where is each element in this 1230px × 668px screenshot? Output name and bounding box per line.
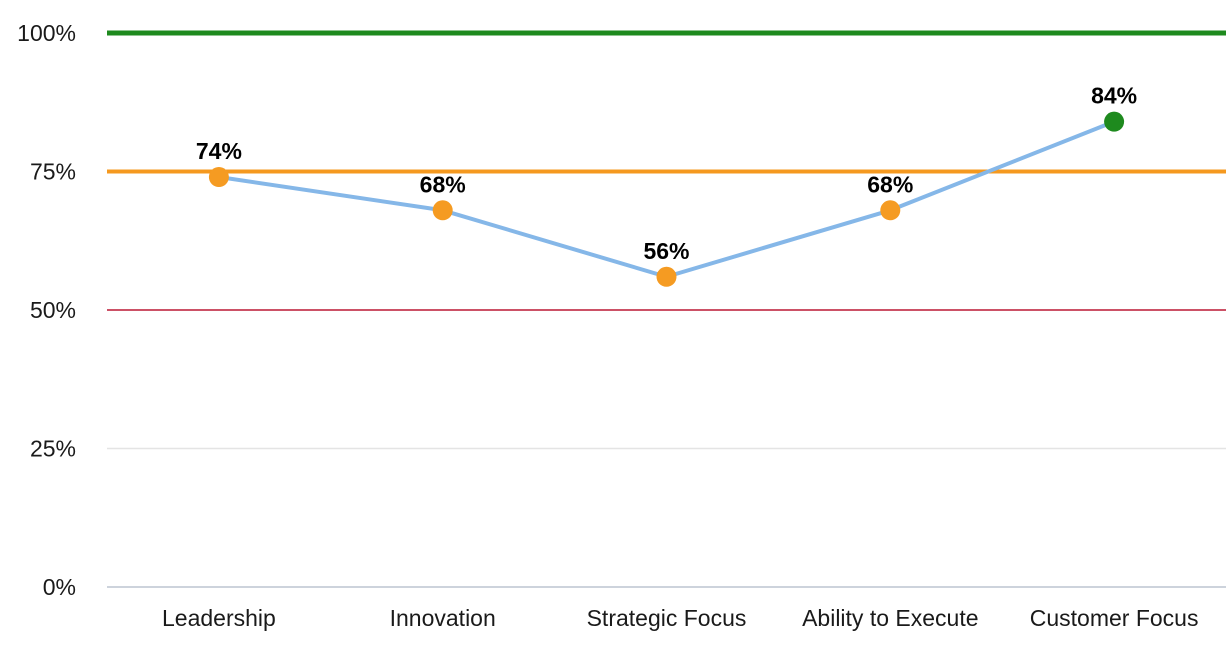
- x-category-label: Strategic Focus: [587, 605, 747, 631]
- x-category-label: Customer Focus: [1030, 605, 1199, 631]
- data-point: [656, 266, 677, 287]
- data-point: [208, 167, 229, 188]
- data-point-label: 84%: [1091, 83, 1137, 109]
- y-tick-label: 75%: [30, 159, 76, 185]
- data-point: [1104, 111, 1125, 132]
- data-point-label: 68%: [420, 171, 466, 197]
- data-point-label: 68%: [867, 171, 913, 197]
- data-point-label: 74%: [196, 138, 242, 164]
- x-category-label: Leadership: [162, 605, 276, 631]
- y-tick-label: 25%: [30, 436, 76, 462]
- x-category-label: Innovation: [390, 605, 496, 631]
- y-tick-label: 100%: [17, 20, 76, 46]
- data-point-label: 56%: [643, 238, 689, 264]
- data-point: [880, 200, 901, 221]
- y-tick-label: 0%: [43, 574, 76, 600]
- data-point: [432, 200, 453, 221]
- y-tick-label: 50%: [30, 297, 76, 323]
- x-category-label: Ability to Execute: [802, 605, 978, 631]
